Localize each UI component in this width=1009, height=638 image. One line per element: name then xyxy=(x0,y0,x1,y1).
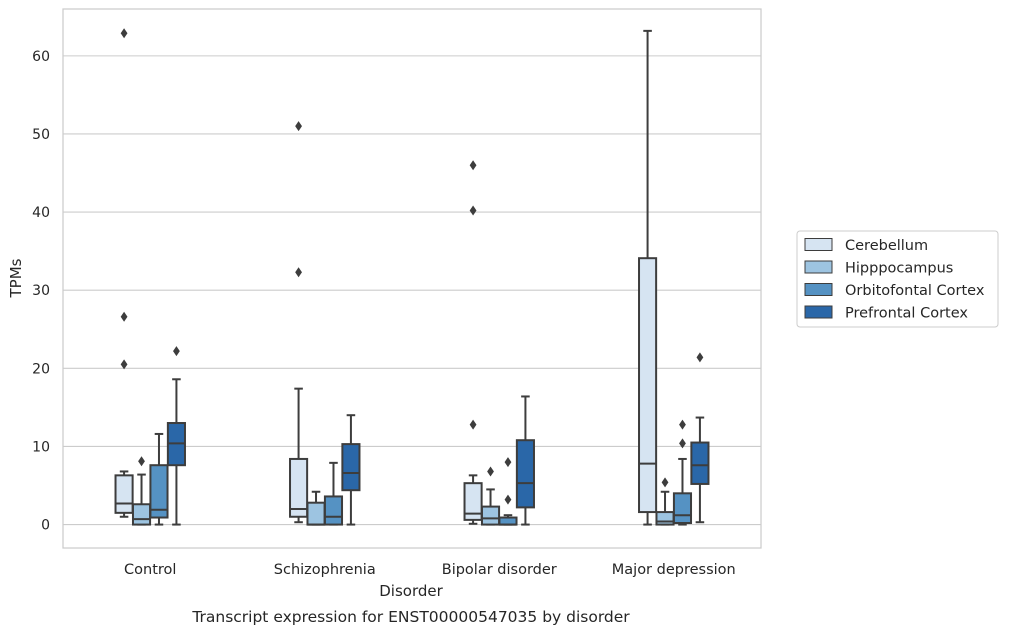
x-axis-label: Disorder xyxy=(379,582,443,600)
legend-swatch xyxy=(804,260,833,274)
chart-caption: Transcript expression for ENST0000054703… xyxy=(191,608,630,626)
outlier-point xyxy=(661,477,669,488)
outlier-point xyxy=(504,457,512,468)
legend-label: Orbitofontal Cortex xyxy=(845,283,985,299)
boxes xyxy=(114,28,710,526)
box-3-4 xyxy=(515,395,535,526)
y-tick-label: 10 xyxy=(32,439,50,455)
box-body xyxy=(672,492,693,525)
y-tick-label: 20 xyxy=(32,361,50,377)
outlier-point xyxy=(469,160,477,171)
x-tick-label: Control xyxy=(124,562,176,578)
box-body xyxy=(638,257,658,514)
outlier-point xyxy=(469,205,477,216)
y-tick-label: 50 xyxy=(32,127,50,143)
legend-label: Cerebellum xyxy=(845,238,928,254)
legend-label: Hipppocampus xyxy=(845,261,953,277)
legend-swatch xyxy=(804,238,833,251)
y-axis-label: TPMs xyxy=(7,258,25,298)
box-body xyxy=(341,443,361,492)
outlier-point xyxy=(173,346,180,357)
box-2-3 xyxy=(323,461,344,526)
box-body xyxy=(149,464,169,519)
box-4-1 xyxy=(638,29,658,526)
box-body xyxy=(463,482,483,521)
box-2-1 xyxy=(289,121,309,524)
y-tick-label: 40 xyxy=(32,205,50,221)
box-3-3 xyxy=(498,457,518,526)
y-tick-label: 0 xyxy=(41,518,50,534)
legend: Cerebellum Hipppocampus Orbitofontal Corte… xyxy=(796,230,999,328)
legend-frame xyxy=(796,230,999,328)
outlier-point xyxy=(120,311,128,322)
box-4-3 xyxy=(672,419,693,526)
x-tick-label: Bipolar disorder xyxy=(442,562,557,578)
x-tick-label: Schizophrenia xyxy=(274,562,376,578)
y-tick-label: 30 xyxy=(32,283,50,299)
box-body xyxy=(498,516,518,526)
y-tick-label: 60 xyxy=(32,49,50,65)
box-1-1 xyxy=(114,28,134,518)
box-body xyxy=(515,439,535,509)
legend-swatch xyxy=(804,283,833,296)
box-body xyxy=(655,511,675,526)
outlier-point xyxy=(679,438,686,449)
legend-label: Prefrontal Cortex xyxy=(845,306,968,322)
outlier-point xyxy=(679,419,686,430)
outlier-point xyxy=(120,28,128,39)
box-body xyxy=(323,495,344,526)
box-2-4 xyxy=(341,414,361,526)
box-3-2 xyxy=(480,466,501,526)
box-1-3 xyxy=(149,432,169,526)
outlier-point xyxy=(696,352,704,363)
box-2-2 xyxy=(306,490,326,526)
outlier-point xyxy=(504,494,512,505)
x-tick-label: Major depression xyxy=(612,562,736,578)
box-body xyxy=(289,457,309,518)
outlier-point xyxy=(469,419,477,430)
axes: TPMs Disorder Transcript expression for … xyxy=(7,49,736,626)
box-body xyxy=(480,505,501,526)
box-body xyxy=(131,503,152,526)
plot-frame xyxy=(62,8,762,549)
outlier-point xyxy=(295,267,302,278)
box-3-1 xyxy=(463,160,483,525)
outlier-point xyxy=(487,466,494,477)
box-body xyxy=(690,441,710,485)
legend-swatch xyxy=(804,305,833,319)
box-1-4 xyxy=(166,346,186,526)
box-4-4 xyxy=(690,352,710,524)
box-body xyxy=(306,501,326,526)
outlier-point xyxy=(120,359,128,370)
box-4-2 xyxy=(655,477,675,526)
outlier-point xyxy=(295,121,302,132)
box-body xyxy=(114,474,134,514)
outlier-point xyxy=(138,456,145,467)
